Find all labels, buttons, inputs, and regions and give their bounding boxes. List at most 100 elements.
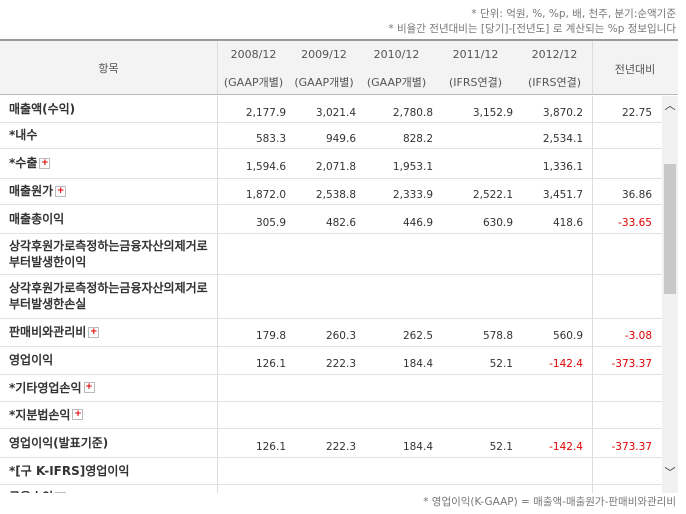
value-cell: 2,522.1 xyxy=(472,189,513,201)
value-cell: 2,780.8 xyxy=(392,107,433,119)
expand-plus-icon[interactable]: + xyxy=(55,185,67,197)
table-row: *[구 K-IFRS]영업이익 xyxy=(0,457,662,485)
table-row: *기타영업손익 + xyxy=(0,374,662,402)
value-cell: -142.4 xyxy=(549,441,583,453)
value-cell: 3,021.4 xyxy=(315,107,356,119)
value-cell: 126.1 xyxy=(255,358,286,370)
row-label-text: *수출 xyxy=(9,156,38,170)
row-label-text: 매출원가 xyxy=(9,184,54,198)
row-label: 매출액(수익) xyxy=(9,96,214,122)
header-yoy: 전년대비 xyxy=(614,63,656,76)
value-cell: 184.4 xyxy=(402,358,433,370)
row-label: 영업이익(발표기준) xyxy=(9,428,214,457)
value-cell: 305.9 xyxy=(255,217,286,229)
table-row: 판매비와관리비 +179.8 260.3 262.5 578.8 560.9 -3.08 xyxy=(0,318,662,347)
header-basis: (GAAP개별) xyxy=(294,76,354,89)
row-label-text: *[구 K-IFRS]영업이익 xyxy=(9,463,130,478)
table-row: *내수 583.3 949.6 828.2 2,534.1 xyxy=(0,122,662,149)
yoy-cell: 22.75 xyxy=(621,107,652,119)
unit-note: * 단위: 억원, %, %p, 배, 천주, 분기:순액기준 xyxy=(471,8,676,20)
row-label: 상각후원가로측정하는금융자산의제거로부터발생한이익 xyxy=(9,233,214,274)
table-row: 금융수익+8.86.09.910.211.411.81 xyxy=(0,484,662,493)
header-year: 2011/12 xyxy=(452,48,499,61)
expand-plus-icon[interactable]: + xyxy=(39,157,51,169)
header-year: 2012/12 xyxy=(531,48,578,61)
value-cell: 1,594.6 xyxy=(245,161,286,173)
row-label-text: 판매비와관리비 xyxy=(9,325,87,339)
yoy-cell: -373.37 xyxy=(611,358,652,370)
table-row: 매출총이익 305.9 482.6 446.9 630.9 418.6 -33.65 xyxy=(0,204,662,234)
value-cell: 3,152.9 xyxy=(472,107,513,119)
expand-plus-icon[interactable]: + xyxy=(88,326,100,338)
table-row: 매출원가 +1,872.0 2,538.8 2,333.9 2,522.1 3,451.7… xyxy=(0,178,662,205)
header-basis: (IFRS연결) xyxy=(527,76,582,89)
value-cell: 949.6 xyxy=(325,133,356,145)
table-row: 상각후원가로측정하는금융자산의제거로부터발생한이익 xyxy=(0,233,662,275)
header-basis: (GAAP개별) xyxy=(223,76,284,89)
header-year: 2009/12 xyxy=(301,48,347,61)
scroll-up-icon[interactable]: ︿ xyxy=(664,99,676,112)
scroll-down-icon[interactable]: ﹀ xyxy=(664,466,676,479)
row-label-text: 금융수익 xyxy=(9,489,53,493)
value-cell: 828.2 xyxy=(402,133,433,145)
table-row: 상각후원가로측정하는금융자산의제거로부터발생한손실 xyxy=(0,274,662,319)
vertical-scrollbar[interactable]: ︿ ﹀ xyxy=(662,96,678,493)
value-cell: 222.3 xyxy=(325,358,356,370)
value-cell: 126.1 xyxy=(255,441,286,453)
header-basis: (GAAP개별) xyxy=(366,76,427,89)
value-cell: 2,177.9 xyxy=(245,107,286,119)
row-label-text: *기타영업손익 xyxy=(9,380,82,395)
expand-plus-icon[interactable]: + xyxy=(55,491,67,493)
value-cell: 560.9 xyxy=(552,330,583,342)
scrollbar-thumb[interactable] xyxy=(664,164,676,294)
expand-plus-icon[interactable]: + xyxy=(72,409,84,420)
value-cell: 630.9 xyxy=(482,217,513,229)
value-cell: 52.1 xyxy=(489,358,513,370)
value-cell: 2,071.8 xyxy=(315,161,356,173)
value-cell: 482.6 xyxy=(325,217,356,229)
table-row: *지분법손익 + xyxy=(0,401,662,429)
table-row: *수출 +1,594.6 2,071.8 1,953.1 1,336.1 xyxy=(0,148,662,179)
value-cell: 184.4 xyxy=(402,441,433,453)
value-cell: 2,333.9 xyxy=(392,189,433,201)
value-cell: 578.8 xyxy=(482,330,513,342)
value-cell: 446.9 xyxy=(402,217,433,229)
value-cell: 222.3 xyxy=(325,441,356,453)
yoy-cell: -3.08 xyxy=(624,330,652,342)
value-cell: 260.3 xyxy=(325,330,356,342)
table-body[interactable]: 매출액(수익) 2,177.9 3,021.4 2,780.8 3,152.9 3,870… xyxy=(0,96,662,493)
header-year: 2008/12 xyxy=(230,48,277,61)
row-label: *내수 xyxy=(9,122,214,148)
value-cell: 3,451.7 xyxy=(542,189,583,201)
row-label: *[구 K-IFRS]영업이익 xyxy=(9,457,214,484)
value-cell: -142.4 xyxy=(549,358,583,370)
expand-plus-icon[interactable]: + xyxy=(83,382,95,393)
value-cell: 52.1 xyxy=(489,441,513,453)
formula-note: * 영업이익(K-GAAP) = 매출액-매출원가-판매비와관리비 xyxy=(423,496,676,508)
table-row: 매출액(수익) 2,177.9 3,021.4 2,780.8 3,152.9 3,870… xyxy=(0,96,662,123)
row-label-text: *내수 xyxy=(9,128,38,142)
value-cell: 1,953.1 xyxy=(392,161,433,173)
row-label: *수출 + xyxy=(9,148,214,178)
row-label-text: 매출액(수익) xyxy=(9,102,76,116)
header-basis: (IFRS연결) xyxy=(448,76,503,89)
header-year: 2010/12 xyxy=(373,48,420,61)
value-cell: 262.5 xyxy=(402,330,433,342)
table-row: 영업이익(발표기준) 126.1 222.3 184.4 52.1 -142.4 -373.… xyxy=(0,428,662,458)
yoy-cell: -373.37 xyxy=(611,441,652,453)
value-cell: 1,872.0 xyxy=(245,189,286,201)
row-label: 매출원가 + xyxy=(9,178,214,204)
value-cell: 2,538.8 xyxy=(315,189,356,201)
value-cell: 583.3 xyxy=(255,133,286,145)
row-label-text: *지분법손익 xyxy=(9,407,71,422)
value-cell: 3,870.2 xyxy=(542,107,583,119)
row-label: 영업이익 xyxy=(9,346,214,374)
row-label-text: 상각후원가로측정하는금융자산의제거로부터발생한손실 xyxy=(9,281,208,311)
row-label: *기타영업손익 + xyxy=(9,374,214,401)
value-cell: 2,534.1 xyxy=(542,133,583,145)
row-label-text: 매출총이익 xyxy=(9,211,65,226)
value-cell: 1,336.1 xyxy=(542,161,583,173)
financial-table: 항목 2008/12 (GAAP개별) 2009/12 (GAAP개별) 2010/12… xyxy=(0,39,678,493)
table-row: 영업이익 126.1 222.3 184.4 52.1 -142.4 -373.37 xyxy=(0,346,662,375)
table-header: 항목 2008/12 (GAAP개별) 2009/12 (GAAP개별) 2010/12… xyxy=(0,41,678,95)
